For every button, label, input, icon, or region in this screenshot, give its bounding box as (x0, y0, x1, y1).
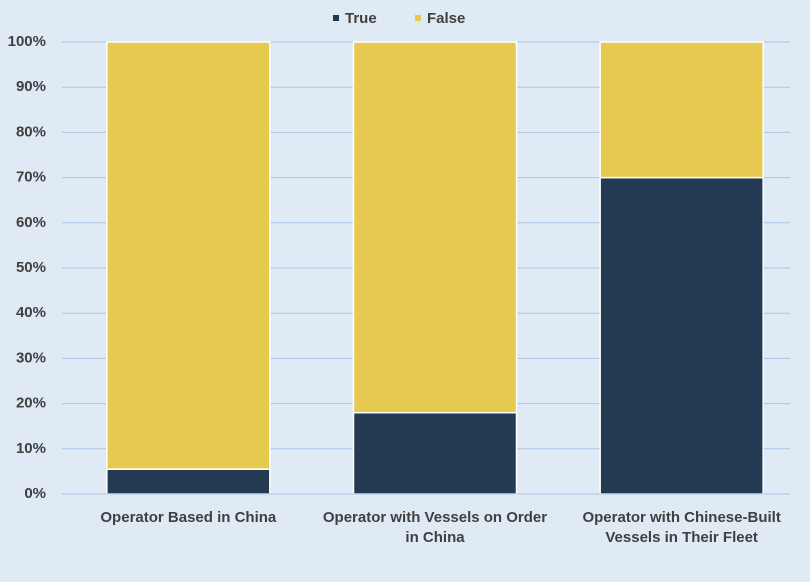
y-tick-label: 20% (16, 395, 46, 412)
x-tick-label: Operator with Chinese-Built Vessels in T… (582, 509, 781, 546)
bar-segment (106, 41, 271, 470)
y-tick-label: 70% (16, 169, 46, 186)
bar-segment (106, 468, 271, 495)
bar-segment (352, 41, 518, 414)
y-tick-label: 90% (16, 78, 46, 95)
y-tick-label: 30% (16, 349, 46, 366)
x-tick-label: Operator with Vessels on Order in China (322, 509, 548, 546)
y-tick-label: 100% (8, 33, 46, 50)
legend-marker (415, 15, 421, 21)
bar-segment (599, 176, 764, 495)
bar-segment (352, 411, 518, 495)
legend-label: True (345, 10, 377, 27)
bar-segment (599, 41, 764, 179)
legend-marker (333, 15, 339, 21)
y-tick-label: 0% (24, 485, 46, 502)
y-tick-label: 60% (16, 214, 46, 231)
y-tick-label: 40% (16, 304, 46, 321)
legend-label: False (427, 10, 465, 27)
y-tick-label: 50% (16, 259, 46, 276)
y-tick-label: 10% (16, 440, 46, 457)
y-tick-label: 80% (16, 123, 46, 140)
x-tick-label: Operator Based in China (100, 509, 277, 526)
